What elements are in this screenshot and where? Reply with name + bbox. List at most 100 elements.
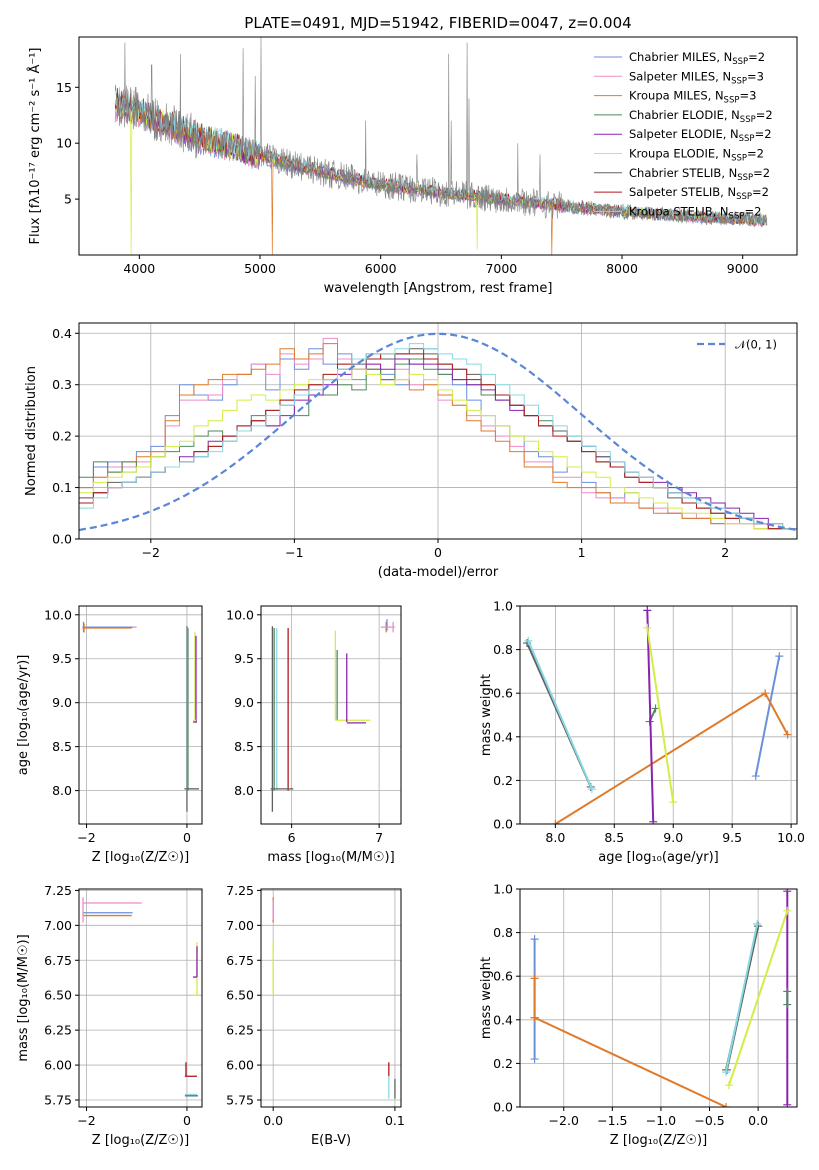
y-tick-label: 0.1	[52, 480, 72, 495]
y-tick-label: 0.8	[493, 925, 513, 940]
axes-frame	[260, 888, 402, 1108]
weight-marker	[783, 889, 792, 896]
panel-z-vs-weight: −2.0 −1.5 −1.0 −0.5 0.0 0.0 0.2 0.4 0.6 0.8 1.0 Z […	[479, 882, 798, 1148]
x-tick-label: 4000	[123, 261, 155, 276]
legend-entry: Salpeter ELODIE, NSSP=2	[629, 127, 772, 144]
plot-area	[82, 621, 199, 812]
y-tick-label: 0.0	[493, 817, 513, 832]
x-axis-label: mass [log₁₀(M/M☉)]	[267, 850, 394, 865]
grid	[79, 889, 202, 1107]
y-tick-label: 0.0	[493, 1100, 513, 1115]
y-tick-label: 9.5	[52, 651, 72, 666]
y-tick-label: 0.2	[493, 1056, 513, 1071]
weight-marker	[775, 652, 784, 661]
grid	[261, 606, 401, 824]
x-tick-label: −0.5	[694, 1113, 724, 1128]
weight-marker	[783, 906, 792, 915]
x-tick-label: 0	[183, 1113, 191, 1128]
x-axis-label: Z [log₁₀(Z/Z☉)]	[92, 1133, 189, 1148]
y-tick-label: 5.75	[44, 1093, 72, 1108]
x-tick-label: −2	[142, 545, 160, 560]
weight-marker	[530, 1055, 539, 1064]
weight-marker	[530, 1013, 539, 1022]
weight-line-kroupa-stelib	[527, 640, 593, 790]
legend-entry: Salpeter STELIB, NSSP=2	[629, 185, 769, 202]
grid	[261, 889, 401, 1107]
weight-marker	[649, 817, 658, 824]
weight-marker	[761, 689, 770, 698]
weight-line-kroupa-elodie	[728, 910, 789, 1086]
y-tick-label: 6.75	[44, 953, 72, 968]
x-tick-label: −2	[77, 1113, 95, 1128]
y-tick-label: 7.00	[226, 918, 254, 933]
y-tick-label: 10.0	[44, 607, 72, 622]
panel-residual-hist: −2 −1 0 1 2 0.0 0.1 0.2 0.3 0.4 (data-model)/error…	[24, 322, 798, 580]
hist-kroupa-miles	[79, 343, 797, 530]
y-tick-label: 8.5	[234, 739, 254, 754]
y-tick-label: 6.00	[226, 1058, 254, 1073]
grid	[520, 605, 797, 825]
x-axis-label: age [log₁₀(age/yr)]	[598, 850, 719, 865]
axes-frame	[519, 605, 798, 825]
y-tick-label: 10.0	[226, 607, 254, 622]
weight-marker	[783, 1000, 792, 1009]
x-axis-label: wavelength [Angstrom, rest frame]	[324, 281, 553, 296]
x-tick-label: 6	[288, 830, 296, 845]
plot-area	[114, 37, 768, 255]
legend-entry: Chabrier STELIB, NSSP=2	[629, 166, 770, 183]
weight-marker	[530, 974, 539, 983]
y-tick-label: 0.2	[52, 429, 72, 444]
weight-marker	[551, 820, 560, 824]
y-tick-label: 6.25	[226, 1023, 254, 1038]
legend-entry: 𝒩(0, 1)	[735, 338, 777, 352]
y-tick-label: 0.3	[52, 377, 72, 392]
weight-marker	[643, 623, 652, 632]
x-tick-label: 1	[578, 545, 586, 560]
axes-frame	[78, 888, 203, 1108]
axes-frame	[260, 605, 402, 825]
weight-marker	[783, 1100, 792, 1107]
weight-line-kroupa-elodie	[646, 627, 675, 803]
y-tick-label: 0.0	[52, 532, 72, 547]
y-tick-label: 0.6	[493, 686, 513, 701]
legend-entry: Kroupa STELIB, NSSP=2	[629, 204, 761, 221]
hist-kroupa-elodie	[79, 368, 797, 530]
x-tick-label: −1.0	[646, 1113, 676, 1128]
y-tick-label: 0.4	[493, 1012, 513, 1027]
x-tick-label: −2.0	[549, 1113, 579, 1128]
weight-marker	[722, 1068, 731, 1077]
y-tick-label: 9.0	[52, 695, 72, 710]
x-tick-label: 0.1	[385, 1113, 405, 1128]
y-axis-label: Flux [fλ10⁻¹⁷ erg cm⁻² s⁻¹ Å⁻¹]	[27, 48, 43, 245]
weight-line-kroupa-stelib	[725, 923, 759, 1073]
plot-area	[82, 897, 198, 1097]
weight-marker	[722, 1103, 731, 1107]
x-tick-label: 0.0	[748, 1113, 768, 1128]
y-tick-label: 0.4	[493, 729, 513, 744]
y-tick-label: 8.0	[234, 783, 254, 798]
x-axis-label: Z [log₁₀(Z/Z☉)]	[610, 1133, 707, 1148]
x-tick-label: −1.5	[597, 1113, 627, 1128]
hist-kroupa-stelib	[79, 343, 797, 530]
x-tick-label: 9000	[727, 261, 759, 276]
x-tick-label: 0.0	[263, 1113, 283, 1128]
y-tick-label: 7.25	[44, 883, 72, 898]
x-tick-label: 5000	[244, 261, 276, 276]
weight-line-salpeter-elodie	[646, 610, 655, 822]
y-tick-label: 6.00	[44, 1058, 72, 1073]
y-tick-label: 6.75	[226, 953, 254, 968]
plot-area	[523, 606, 792, 824]
legend-entry: Chabrier ELODIE, NSSP=2	[629, 108, 773, 125]
panel-z-vs-age: −2 0 8.0 8.5 9.0 9.5 10.0 Z [log₁₀(Z/Z☉)] age [l…	[16, 605, 203, 865]
spectrum-salpeter-stelib	[114, 88, 768, 224]
normal-reference-curve	[79, 332, 797, 532]
x-tick-label: 7000	[485, 261, 517, 276]
axes-frame	[78, 322, 798, 540]
y-tick-label: 0.2	[493, 773, 513, 788]
weight-marker	[783, 987, 792, 996]
y-tick-label: 8.0	[52, 783, 72, 798]
weight-marker	[724, 1081, 733, 1090]
y-axis-label: mass weight	[479, 957, 494, 1039]
weight-marker	[643, 606, 652, 615]
